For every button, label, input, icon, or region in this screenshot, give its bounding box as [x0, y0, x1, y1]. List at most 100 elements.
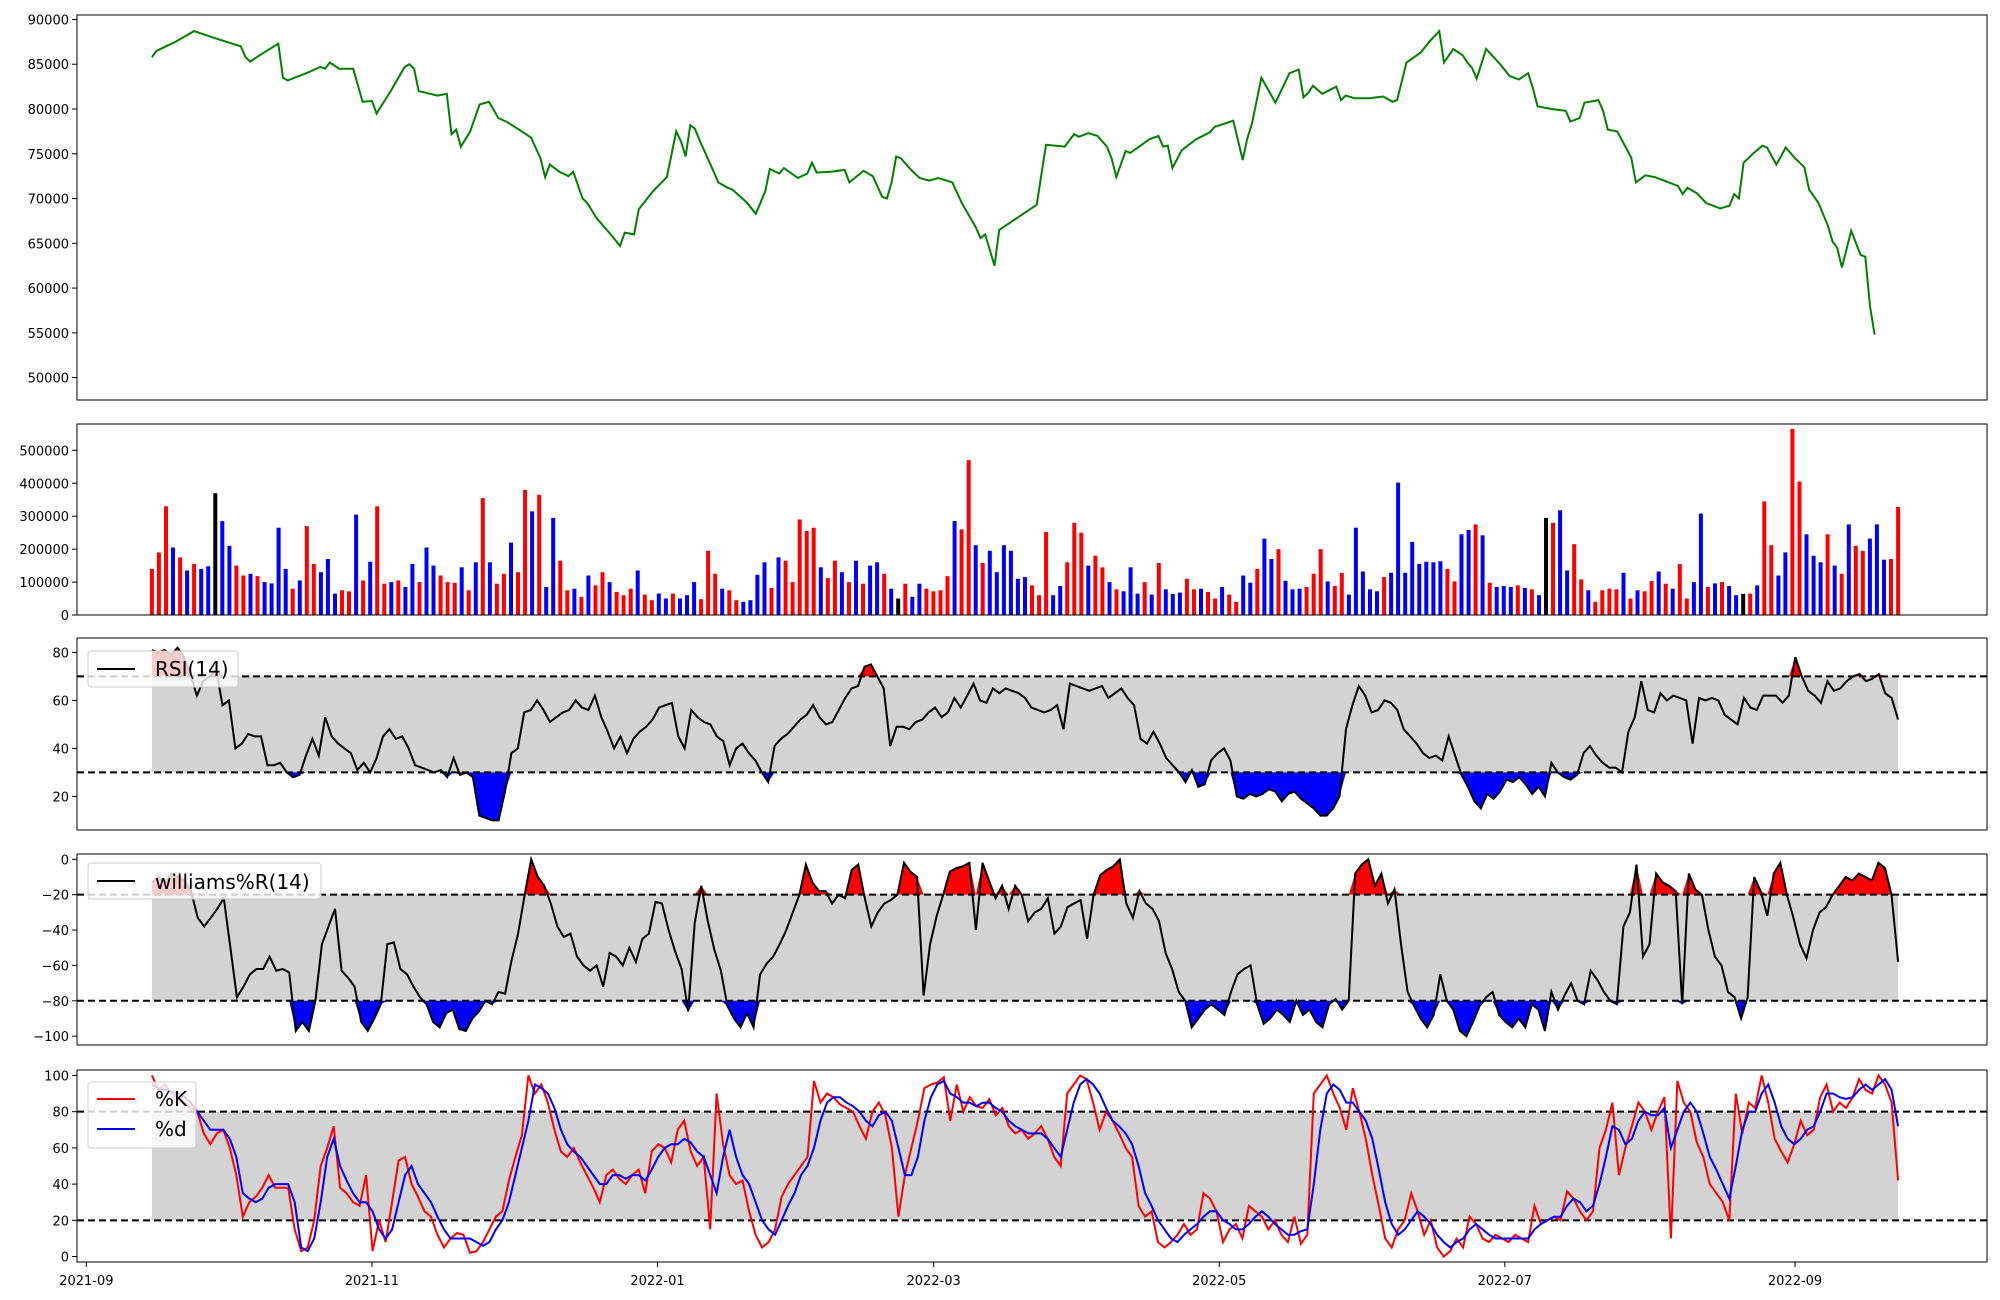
volume-bar: [917, 583, 922, 615]
ytick-label: 20: [52, 790, 69, 805]
volume-bar: [382, 583, 387, 615]
volume-bar: [1114, 589, 1119, 615]
volume-bar: [149, 568, 154, 615]
volume-bar: [1811, 555, 1816, 615]
volume-bar: [213, 493, 218, 615]
williams-line: [151, 855, 1900, 1038]
plot-frame: [76, 1069, 1988, 1263]
volume-bar: [1586, 590, 1591, 615]
volume-bar: [1058, 586, 1063, 615]
ytick-label: 100000: [19, 576, 69, 591]
volume-bar: [1874, 524, 1879, 615]
volume-bar: [1072, 522, 1077, 615]
ytick-label: 20: [52, 1214, 69, 1229]
volume-bar: [333, 593, 337, 615]
volume-bar: [1882, 559, 1886, 615]
volume-bar: [635, 570, 640, 615]
volume-bar: [797, 519, 802, 615]
volume-bar: [1853, 545, 1858, 615]
volume-bar: [156, 552, 161, 615]
volume-bar: [431, 565, 436, 615]
ytick-label: 500000: [19, 444, 69, 459]
volume-bar: [1600, 590, 1605, 615]
volume-bar: [1508, 587, 1513, 615]
volume-bar: [1346, 594, 1351, 615]
volume-bar: [276, 527, 281, 615]
volume-bar: [776, 557, 781, 615]
volume-bar: [1177, 592, 1182, 615]
volume-bar: [1001, 545, 1006, 615]
volume-bar: [987, 550, 992, 615]
xtick-label: 2022-09: [1768, 1274, 1822, 1289]
volume-bar: [1142, 582, 1147, 615]
volume-bar: [325, 559, 330, 615]
volume-bar: [347, 591, 351, 615]
volume-bar: [516, 572, 520, 615]
volume-bar: [1332, 586, 1337, 615]
plot-frame: [76, 423, 1988, 616]
volume-bar: [1783, 552, 1788, 615]
volume-bar: [1015, 578, 1020, 615]
volume-bar: [1008, 550, 1013, 615]
volume-bar: [748, 600, 753, 615]
price-panel: 50000 55000 60000 65000 70000 75000 80000 85000…: [28, 13, 1988, 401]
volume-bar: [1311, 573, 1316, 615]
volume-bar: [706, 550, 711, 615]
volume-bar: [1466, 530, 1471, 615]
volume-bar: [1515, 585, 1520, 615]
volume-bar: [938, 590, 943, 615]
volume-bar: [1529, 589, 1534, 615]
volume-bar: [1353, 527, 1358, 615]
volume-bar: [734, 600, 739, 615]
volume-bar: [1537, 595, 1541, 615]
ytick-label: −80: [42, 995, 69, 1010]
volume-bar: [1832, 565, 1837, 615]
volume-bar: [628, 588, 633, 615]
volume-bar: [438, 575, 443, 615]
volume-bar: [1325, 581, 1330, 615]
volume-bar: [509, 542, 513, 615]
volume-bar: [1889, 559, 1893, 615]
volume-bar: [1255, 568, 1260, 615]
volume-bar: [896, 598, 901, 615]
volume-bar: [1438, 561, 1443, 615]
volume-bar: [614, 591, 619, 615]
volume-bar: [1572, 544, 1577, 615]
volume-bar: [1170, 593, 1175, 615]
volume-bar: [727, 590, 732, 615]
volume-bar: [1621, 572, 1626, 615]
volume-bar: [255, 576, 260, 615]
xtick-label: 2022-07: [1478, 1274, 1532, 1289]
volume-bar: [1860, 550, 1865, 615]
volume-bar: [1128, 567, 1133, 616]
volume-bar: [1642, 591, 1647, 615]
volume-bar: [586, 575, 591, 615]
neutral-band: [151, 1111, 1899, 1221]
volume-bar: [262, 582, 267, 615]
volume-bar: [565, 590, 570, 615]
volume-bar: [1044, 532, 1049, 615]
volume-bar: [487, 562, 492, 615]
volume-bar: [720, 588, 725, 615]
volume-bar: [1156, 563, 1161, 615]
ytick-label: 70000: [28, 193, 69, 208]
volume-bar: [882, 573, 887, 615]
volume-bar: [1670, 588, 1675, 615]
volume-bar: [1635, 590, 1640, 615]
rsi-legend-label: RSI(14): [155, 657, 229, 681]
volume-bar: [572, 588, 577, 615]
ytick-label: 100: [44, 1069, 69, 1084]
volume-bar: [1368, 589, 1372, 615]
volume-bar: [621, 595, 626, 615]
volume-bar: [1304, 587, 1309, 615]
volume-bar: [1551, 522, 1555, 615]
volume-bar: [1762, 501, 1767, 615]
volume-bar: [875, 562, 880, 615]
volume-bar: [1776, 575, 1781, 615]
ytick-label: 0: [61, 853, 69, 868]
volume-bar: [1579, 579, 1584, 615]
volume-bar: [1389, 572, 1394, 615]
volume-bar: [931, 591, 936, 615]
volume-bar: [1079, 532, 1084, 615]
volume-bar: [945, 576, 950, 615]
